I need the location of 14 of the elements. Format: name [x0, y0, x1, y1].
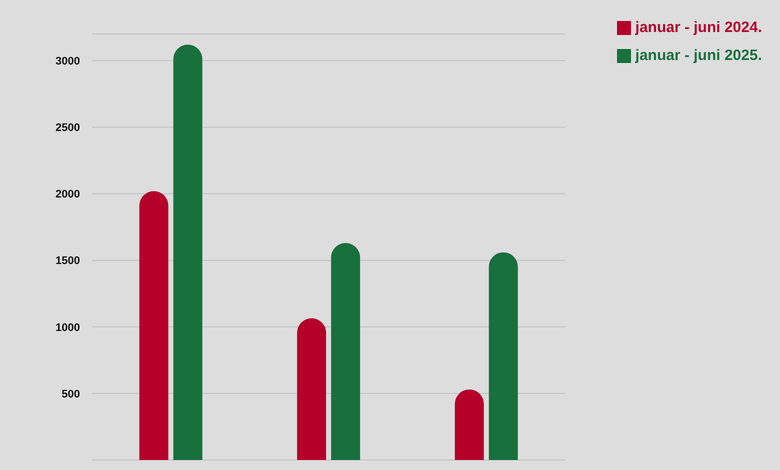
bar — [488, 252, 518, 460]
legend-label: januar - juni 2025. — [635, 47, 762, 64]
y-tick-label: 2500 — [56, 122, 80, 134]
bar — [454, 389, 484, 460]
legend-label: januar - juni 2024. — [635, 19, 762, 36]
y-tick-label: 1500 — [56, 255, 80, 268]
bar — [331, 243, 360, 460]
y-tick-label: 1000 — [56, 322, 80, 334]
bar — [297, 318, 326, 460]
y-tick-label: 500 — [62, 388, 80, 400]
y-tick-label: 2000 — [56, 188, 80, 201]
bar — [139, 191, 168, 460]
y-tick-label: 3000 — [56, 56, 80, 68]
bar — [173, 44, 202, 460]
